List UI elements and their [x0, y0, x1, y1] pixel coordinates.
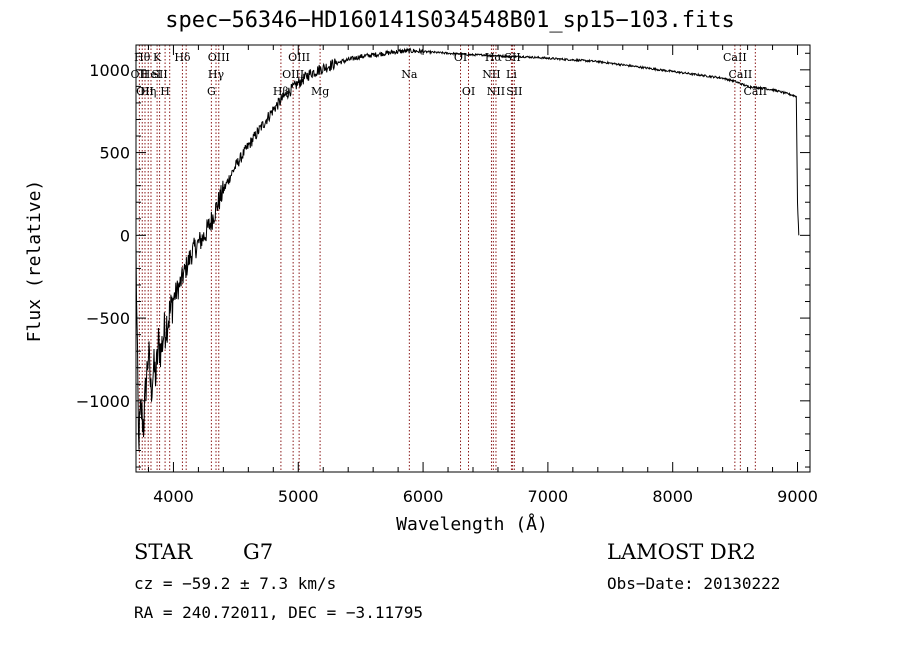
redshift-text: cz = −59.2 ± 7.3 km/s: [134, 574, 337, 593]
line-marker-label: OIII: [208, 51, 230, 64]
plot-frame: [135, 44, 811, 473]
line-marker-label: OIII: [282, 68, 304, 81]
x-tick-label: 9000: [777, 487, 818, 506]
y-tick-label: 1000: [89, 61, 130, 80]
spectrum-line: [135, 47, 800, 450]
line-marker-label: OIII: [288, 51, 310, 64]
x-axis-label: Wavelength (Å): [396, 513, 548, 535]
x-tick-label: 6000: [403, 487, 444, 506]
chart-title: spec−56346−HD160141S034548B01_sp15−103.f…: [165, 8, 735, 33]
line-marker-label: CaII: [729, 68, 753, 81]
line-marker-label: Hγ: [208, 68, 225, 81]
x-tick-label: 8000: [652, 487, 693, 506]
line-marker-label: SII: [504, 51, 520, 64]
line-marker-label: SII: [151, 68, 167, 81]
line-marker-label: Mg: [311, 85, 329, 98]
axis-ticks: [136, 45, 810, 472]
x-tick-label: 4000: [153, 487, 194, 506]
line-marker-label: Hη: [140, 85, 156, 98]
y-axis-label: Flux (relative): [24, 180, 45, 343]
line-marker-label: Li: [506, 68, 517, 81]
line-marker-label: NII: [487, 85, 505, 98]
line-marker-label: Hδ: [174, 51, 191, 64]
y-tick-label: −500: [86, 309, 130, 328]
line-marker-label: Hα: [485, 51, 503, 64]
line-marker-label: Hθ: [134, 51, 151, 64]
x-tick-label: 7000: [528, 487, 569, 506]
spectrum-series: [135, 47, 800, 450]
line-marker-label: SII: [506, 85, 522, 98]
line-marker-label: OII: [131, 68, 149, 81]
object-subclass: G7: [243, 540, 274, 564]
axis-tick-labels: 4000 5000 6000 7000 8000 9000 −1000 −500 0 500 100…: [76, 61, 818, 506]
line-marker-label: OII: [136, 85, 154, 98]
coordinates-text: RA = 240.72011, DEC = −3.11795: [134, 603, 423, 622]
object-class: STAR: [134, 540, 193, 564]
x-tick-label: 5000: [278, 487, 319, 506]
line-marker-label: K: [153, 51, 162, 64]
line-marker-label: NII: [482, 68, 500, 81]
line-marker-label: HeI: [141, 68, 161, 81]
line-marker-label: CaII: [723, 51, 747, 64]
obs-date-text: Obs−Date: 20130222: [607, 574, 781, 593]
y-tick-label: 500: [99, 144, 130, 163]
spectral-line-markers: [138, 45, 756, 472]
y-tick-label: −1000: [76, 392, 130, 411]
survey-name: LAMOST DR2: [607, 540, 756, 564]
line-marker-label: Na: [401, 68, 418, 81]
line-marker-label: OI: [462, 85, 475, 98]
line-marker-label: G: [207, 85, 216, 98]
line-marker-label: H: [160, 85, 170, 98]
spectral-line-labels: OIIHθOIIHηHeIKSIIHHδGHγOIIIHβOIIIOIIIMgN…: [131, 51, 768, 98]
y-tick-label: 0: [120, 226, 130, 245]
